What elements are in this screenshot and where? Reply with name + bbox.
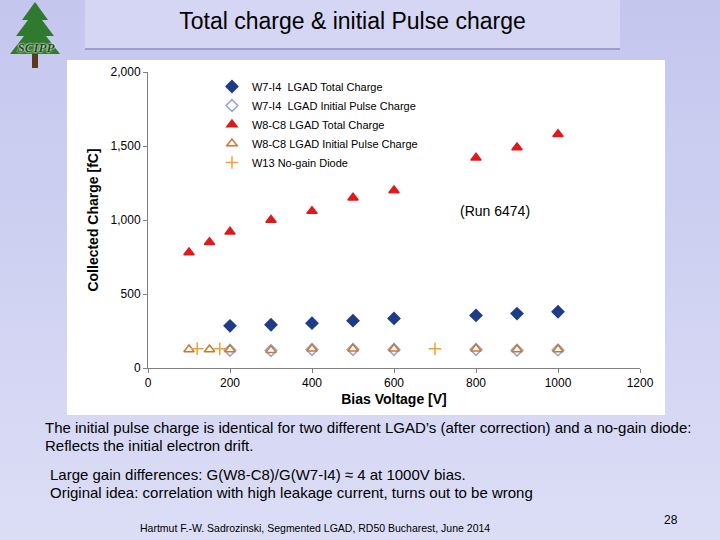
svg-text:800: 800 [466, 376, 486, 390]
html-text:Original idea: correlation wit: Original idea: correlation with high lea… [50, 484, 533, 501]
html-text:Large gain differences: G(W8-C: Large gain differences: G(W8-C8)/G(W7-I4… [50, 466, 466, 483]
html-text:28: 28 [664, 513, 678, 527]
svg-text:1,500: 1,500 [111, 139, 141, 153]
svg-text:1000: 1000 [545, 376, 572, 390]
svg-text:400: 400 [302, 376, 322, 390]
svg-text:W8-C8 LGAD Total Charge: W8-C8 LGAD Total Charge [252, 119, 384, 131]
html-text:The initial pulse charge is id: The initial pulse charge is identical fo… [45, 419, 692, 454]
html-text:Hartmut F.-W. Sadrozinski, Seg: Hartmut F.-W. Sadrozinski, Segmented LGA… [140, 522, 491, 534]
svg-text:W7-I4 LGAD Total Charge: W7-I4 LGAD Total Charge [252, 81, 383, 93]
svg-text:0: 0 [145, 376, 152, 390]
svg-text:600: 600 [384, 376, 404, 390]
svg-text:2,000: 2,000 [111, 65, 141, 79]
svg-text:1,000: 1,000 [111, 213, 141, 227]
svg-text:200: 200 [220, 376, 240, 390]
svg-text:Collected Charge [fC]: Collected Charge [fC] [85, 148, 101, 291]
svg-text:Bias Voltage [V]: Bias Voltage [V] [341, 391, 447, 407]
html-text:SCIPP: SCIPP [17, 40, 55, 55]
html-text:Total charge & initial Pulse c: Total charge & initial Pulse charge [179, 8, 526, 34]
svg-text:W7-I4 LGAD Initial Pulse Char: W7-I4 LGAD Initial Pulse Charge [252, 100, 416, 112]
svg-text:W13 No-gain Diode: W13 No-gain Diode [252, 157, 348, 169]
svg-text:(Run 6474): (Run 6474) [460, 203, 530, 219]
svg-text:W8-C8 LGAD Initial Pulse Charg: W8-C8 LGAD Initial Pulse Charge [252, 138, 418, 150]
svg-text:500: 500 [121, 287, 141, 301]
svg-text:0: 0 [134, 361, 141, 375]
svg-text:1200: 1200 [627, 376, 654, 390]
